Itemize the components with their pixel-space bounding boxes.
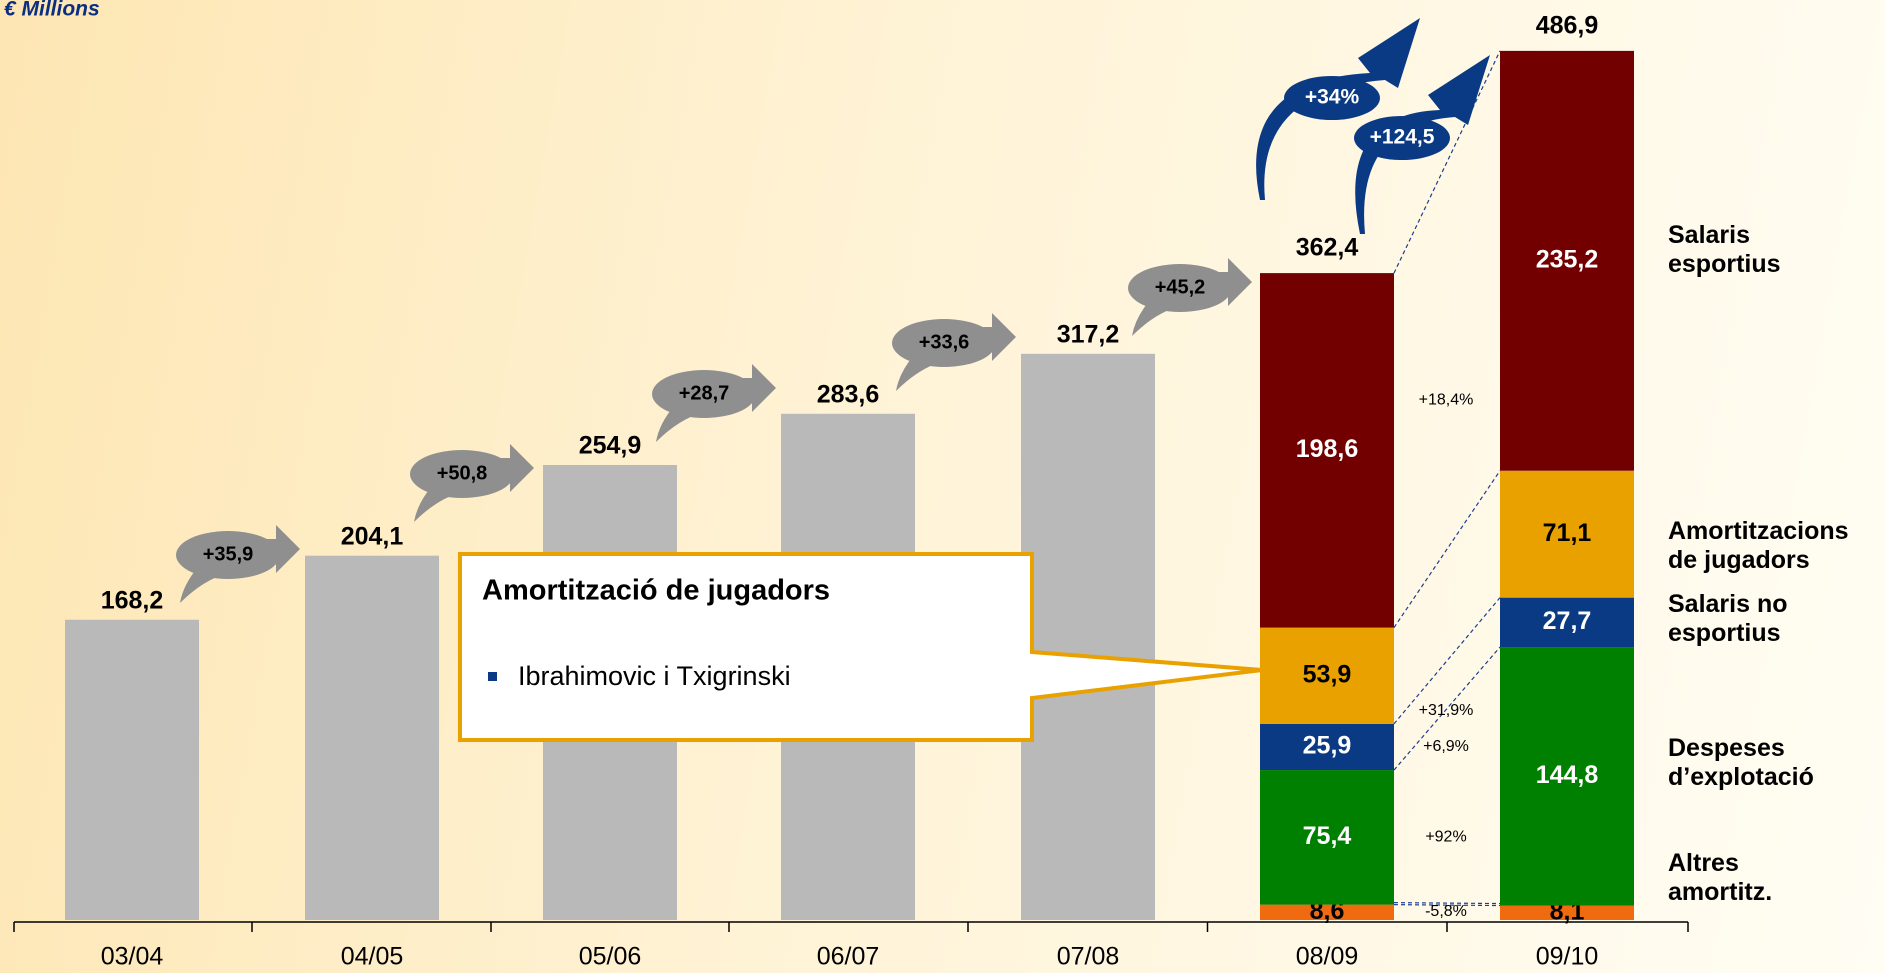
- segment-label: 71,1: [1543, 519, 1592, 547]
- bar-label: 168,2: [101, 586, 164, 614]
- connector: [1393, 646, 1501, 771]
- change-label: +6,9%: [1423, 738, 1469, 755]
- callout-item: Ibrahimovic i Txigrinski: [518, 661, 791, 691]
- x-tick-label: 05/06: [579, 943, 642, 971]
- change-label: -5,8%: [1425, 903, 1467, 920]
- bar-segment: [1260, 723, 1394, 771]
- change-label: +31,9%: [1419, 702, 1474, 719]
- bar-label: 283,6: [817, 380, 880, 408]
- growth-badge: [1284, 76, 1380, 120]
- growth-badge: [1354, 116, 1450, 160]
- increment-bubble: +35,9: [176, 525, 300, 603]
- increment-bubble: +45,2: [1128, 258, 1252, 336]
- bar: [305, 555, 439, 920]
- segment-label: 198,6: [1296, 435, 1359, 463]
- bar-segment: [1260, 770, 1394, 905]
- total-label: 486,9: [1536, 11, 1599, 39]
- connector: [1393, 904, 1501, 907]
- growth-arrow: [1256, 18, 1420, 200]
- x-tick-label: 04/05: [341, 943, 404, 971]
- connector: [1393, 470, 1501, 628]
- total-label: 362,4: [1296, 234, 1359, 262]
- connector: [1393, 902, 1501, 905]
- bubble-body: [892, 319, 996, 367]
- bubble-body: [410, 450, 514, 498]
- bar-segment: [1500, 597, 1634, 648]
- segment-label: 144,8: [1536, 761, 1599, 789]
- x-tick-label: 07/08: [1057, 943, 1120, 971]
- callout-title: Amortització de jugadors: [482, 575, 830, 607]
- bar-segment: [1500, 647, 1634, 906]
- x-tick-label: 08/09: [1296, 943, 1359, 971]
- change-label: +92%: [1425, 829, 1466, 846]
- bullet: [488, 672, 497, 681]
- bar-segment: [1500, 470, 1634, 598]
- segment-label: 235,2: [1536, 245, 1599, 273]
- increment-label: +35,9: [203, 543, 254, 565]
- unit-label: € Millions: [4, 0, 100, 21]
- legend-entry: Despeses d’explotació: [1668, 734, 1814, 791]
- x-tick-label: 09/10: [1536, 943, 1599, 971]
- legend-entry: Salaris esportius: [1668, 221, 1781, 278]
- total-change-label: +124,5: [1370, 126, 1435, 149]
- legend-entry: Amortitzacions de jugadors: [1668, 517, 1849, 574]
- total-change-label: +34%: [1305, 86, 1360, 109]
- segment-label: 53,9: [1303, 660, 1352, 688]
- increment-label: +28,7: [679, 382, 730, 404]
- legend-entry: Salaris no esportius: [1668, 590, 1788, 647]
- x-tick-label: 03/04: [101, 943, 164, 971]
- bar: [1021, 353, 1155, 921]
- bar-segment: [1500, 905, 1634, 920]
- bar-segment: [1260, 904, 1394, 920]
- legend-entry: Altres amortitz.: [1668, 849, 1773, 906]
- increment-bubble: +28,7: [652, 364, 776, 442]
- bar-segment: [1260, 273, 1394, 628]
- increment-label: +33,6: [919, 331, 970, 353]
- bar-label: 204,1: [341, 522, 404, 550]
- increment-label: +50,8: [437, 462, 488, 484]
- increment-bubble: +50,8: [410, 444, 534, 522]
- increment-bubble: +33,6: [892, 313, 1016, 391]
- bar-segment: [1260, 627, 1394, 724]
- segment-label: 27,7: [1543, 607, 1592, 635]
- change-label: +18,4%: [1419, 392, 1474, 409]
- connector: [1393, 50, 1501, 274]
- increment-label: +45,2: [1155, 276, 1206, 298]
- bar-label: 254,9: [579, 432, 642, 460]
- bar-segment: [1500, 50, 1634, 471]
- segment-label: 25,9: [1303, 732, 1352, 760]
- bubble-body: [1128, 264, 1232, 312]
- x-tick-label: 06/07: [817, 943, 880, 971]
- bubble-body: [652, 370, 756, 418]
- bar: [65, 619, 199, 920]
- growth-arrow: [1355, 55, 1490, 234]
- segment-label: 75,4: [1303, 822, 1352, 850]
- bar-label: 317,2: [1057, 320, 1120, 348]
- bubble-body: [176, 531, 280, 579]
- callout-box: [458, 552, 1263, 742]
